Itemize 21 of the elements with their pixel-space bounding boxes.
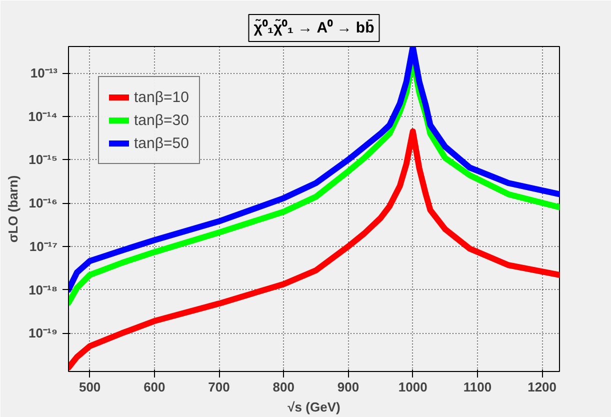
y-tick-label: 10⁻¹⁷ bbox=[29, 238, 58, 254]
x-tick-label: 1000 bbox=[398, 380, 428, 394]
y-tick-label: 10⁻¹³ bbox=[30, 66, 58, 81]
legend-label: tanβ=10 bbox=[134, 88, 189, 106]
x-tick-label: 500 bbox=[78, 380, 101, 394]
y-tick-label: 10⁻¹⁵ bbox=[28, 152, 58, 168]
x-tick-label: 900 bbox=[337, 380, 360, 394]
legend-label: tanβ=30 bbox=[134, 112, 189, 128]
x-axis-title: √s (GeV) bbox=[288, 400, 340, 414]
x-tick-label: 600 bbox=[144, 380, 166, 394]
y-axis-title: σLO (barn) bbox=[5, 175, 20, 243]
y-tick-label: 10⁻¹⁸ bbox=[28, 282, 58, 298]
y-tick-label: 10⁻¹⁹ bbox=[28, 326, 58, 341]
y-tick-label: 10⁻¹⁶ bbox=[28, 196, 58, 211]
legend-label: tanβ=50 bbox=[134, 134, 189, 152]
x-tick-label: 1100 bbox=[463, 380, 492, 394]
y-tick-label: 10⁻¹⁴ bbox=[28, 108, 58, 124]
chart-title: χ̃⁰₁χ̃⁰₁ → A⁰ → bb̄ bbox=[254, 18, 374, 36]
x-tick-label: 800 bbox=[272, 380, 294, 394]
x-tick-label: 1200 bbox=[528, 380, 557, 394]
x-tick-label: 700 bbox=[208, 380, 230, 394]
